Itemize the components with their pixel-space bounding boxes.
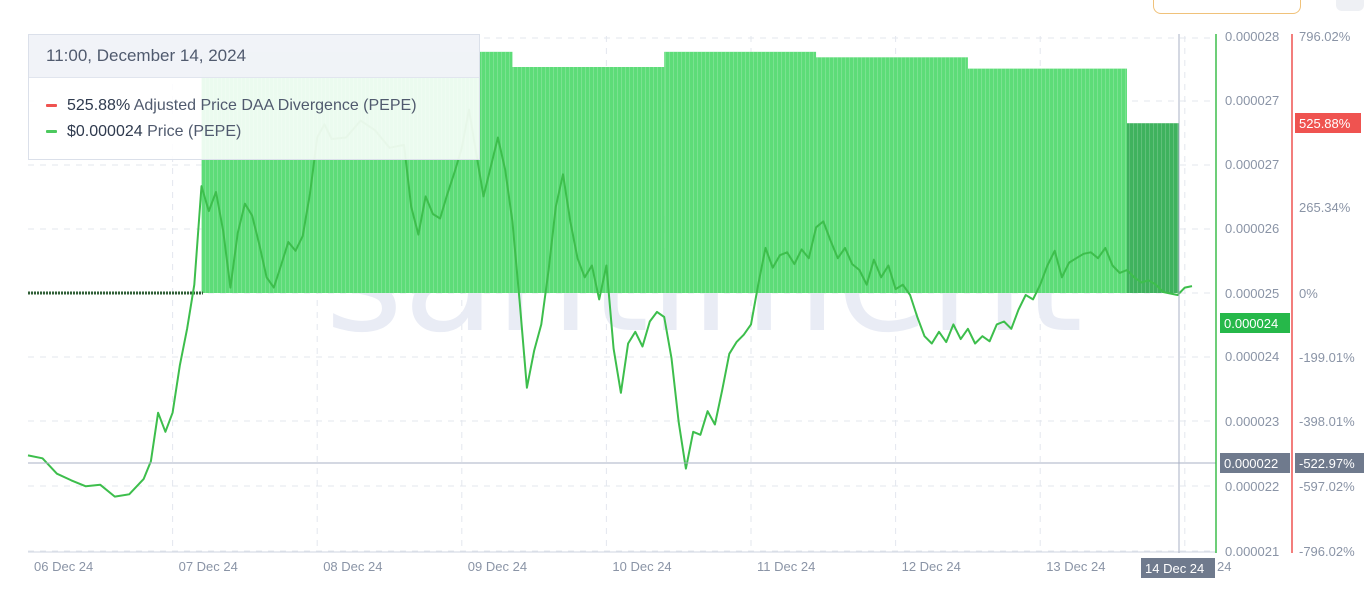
price-axis-ticks: 0.000028 0.000027 0.000027 0.000026 0.000025… xyxy=(1225,29,1279,559)
tooltip-date: 11:00, December 14, 2024 xyxy=(29,35,479,78)
divergence-tick-label: 0% xyxy=(1299,286,1318,301)
divergence-tick-label: 265.34% xyxy=(1299,200,1351,215)
top-action-button[interactable] xyxy=(1153,0,1301,14)
divergence-bars xyxy=(201,51,1179,294)
price-tick-label: 0.000024 xyxy=(1225,349,1279,364)
tooltip-price-value: $0.000024 xyxy=(67,123,143,140)
divergence-bar-6 xyxy=(1126,123,1179,294)
tooltip-divergence-label: Adjusted Price DAA Divergence (PEPE) xyxy=(133,97,417,114)
divergence-tick-label: -796.02% xyxy=(1299,544,1355,559)
price-crosshair-badge-label: 0.000022 xyxy=(1224,456,1278,471)
date-crosshair-badge-label: 14 Dec 24 xyxy=(1145,561,1204,576)
top-menu-button[interactable] xyxy=(1336,0,1364,11)
price-tick-label: 0.000027 xyxy=(1225,157,1279,172)
tooltip-divergence-value: 525.88% xyxy=(67,97,131,114)
divergence-tick-label: -597.02% xyxy=(1299,479,1355,494)
divergence-bar-2 xyxy=(512,67,665,293)
date-crosshair-badge xyxy=(1141,558,1215,578)
divergence-tick-label: 796.02% xyxy=(1299,29,1351,44)
divergence-tick-label: -199.01% xyxy=(1299,350,1355,365)
x-axis: 06 Dec 24 07 Dec 24 08 Dec 24 09 Dec 24 10 D… xyxy=(34,559,1231,574)
price-tick-label: 0.000021 xyxy=(1225,544,1279,559)
x-tick-label-overflow: 24 xyxy=(1217,559,1231,574)
tooltip-row-divergence: 525.88% Adjusted Price DAA Divergence (P… xyxy=(46,97,417,115)
x-tick-label: 07 Dec 24 xyxy=(179,559,238,574)
price-current-badge xyxy=(1220,313,1290,333)
tooltip-price-label: Price (PEPE) xyxy=(147,123,242,140)
divergence-tick-label: -398.01% xyxy=(1299,414,1355,429)
x-tick-label: 13 Dec 24 xyxy=(1046,559,1105,574)
x-tick-label: 06 Dec 24 xyxy=(34,559,93,574)
price-tick-label: 0.000026 xyxy=(1225,221,1279,236)
price-line xyxy=(27,108,1193,498)
x-tick-label: 08 Dec 24 xyxy=(323,559,382,574)
price-crosshair-badge xyxy=(1220,453,1290,473)
divergence-bar-3 xyxy=(664,51,817,293)
x-tick-label: 11 Dec 24 xyxy=(757,559,815,574)
chart-tooltip: 11:00, December 14, 2024 525.88% Adjuste… xyxy=(28,34,480,160)
divergence-current-badge-label: 525.88% xyxy=(1299,116,1351,131)
tooltip-row-price: $0.000024 Price (PEPE) xyxy=(46,123,241,141)
price-tick-label: 0.000025 xyxy=(1225,286,1279,301)
divergence-legend-dash xyxy=(46,104,57,108)
axis-badges: 525.88% 0.000024 0.000022 -522.97% 14 De… xyxy=(1141,113,1364,578)
divergence-crosshair-badge-label: -522.97% xyxy=(1299,456,1355,471)
divergence-bar-5 xyxy=(967,68,1127,294)
divergence-crosshair-badge xyxy=(1295,453,1364,473)
x-tick-label: 10 Dec 24 xyxy=(612,559,671,574)
price-tick-label: 0.000022 xyxy=(1225,479,1279,494)
divergence-axis-ticks: 796.02% 265.34% 0% -199.01% -398.01% -597.02%… xyxy=(1299,29,1355,559)
x-tick-label: 12 Dec 24 xyxy=(902,559,961,574)
price-legend-dash xyxy=(46,130,57,134)
divergence-bar-hatch xyxy=(201,51,1179,293)
price-tick-label: 0.000028 xyxy=(1225,29,1279,44)
price-tick-label: 0.000027 xyxy=(1225,93,1279,108)
price-current-badge-label: 0.000024 xyxy=(1224,316,1278,331)
x-tick-label: 09 Dec 24 xyxy=(468,559,527,574)
price-tick-label: 0.000023 xyxy=(1225,414,1279,429)
divergence-current-badge xyxy=(1295,113,1361,133)
